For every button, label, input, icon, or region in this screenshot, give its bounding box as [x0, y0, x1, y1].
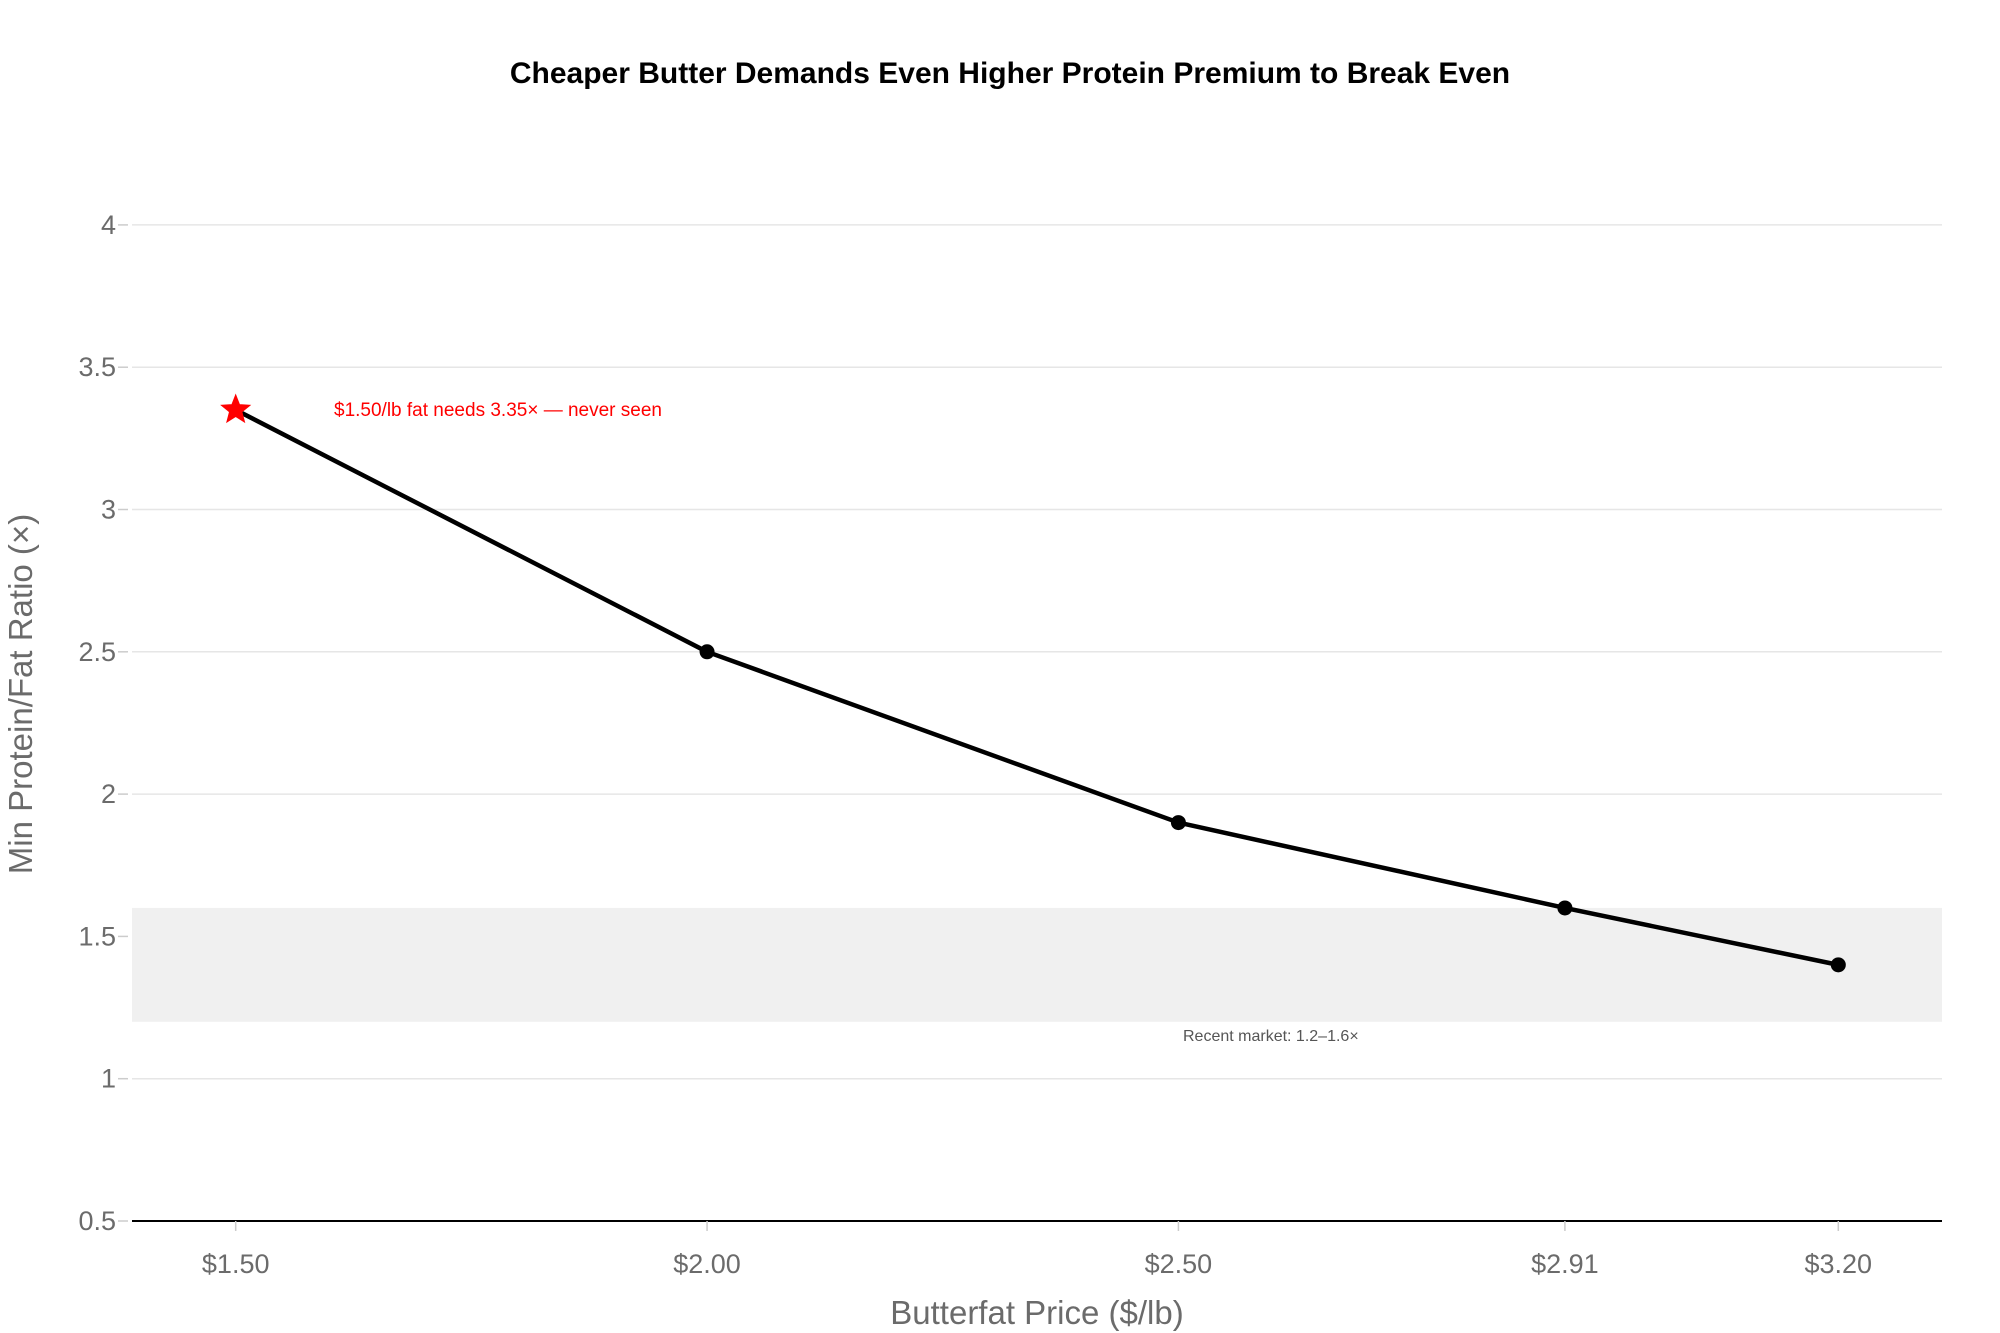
label-layer: Cheaper Butter Demands Even Higher Prote…	[2, 57, 1510, 1331]
y-tick-label: 0.5	[78, 1206, 116, 1236]
star-icon	[220, 393, 252, 424]
y-tick-label: 2.5	[78, 637, 116, 667]
chart-title: Cheaper Butter Demands Even Higher Prote…	[510, 57, 1510, 90]
y-axis-label: Min Protein/Fat Ratio (×)	[2, 514, 39, 874]
series-line	[234, 407, 1839, 968]
series-layer	[220, 393, 1846, 973]
market-band	[132, 907, 1942, 1022]
data-point	[699, 644, 715, 660]
y-tick-label: 3.5	[78, 352, 116, 382]
x-axis-label: Butterfat Price ($/lb)	[890, 1294, 1183, 1331]
y-tick-label: 1.5	[78, 921, 116, 951]
x-tick-label: $1.50	[202, 1249, 270, 1279]
annotation-never-seen: $1.50/lb fat needs 3.35× — never seen	[334, 400, 662, 421]
y-tick-label: 2	[101, 779, 116, 809]
x-tick-label: $2.00	[673, 1249, 741, 1279]
x-tick-label: $2.91	[1531, 1249, 1599, 1279]
y-tick-label: 1	[101, 1064, 116, 1094]
market-band-label: Recent market: 1.2–1.6×	[1183, 1028, 1359, 1045]
x-tick-label: $3.20	[1805, 1249, 1873, 1279]
data-point	[1557, 900, 1573, 916]
data-point	[1830, 957, 1846, 973]
x-tick-label: $2.50	[1145, 1249, 1213, 1279]
y-tick-label: 4	[101, 210, 116, 240]
data-point	[1170, 815, 1186, 831]
market-band-layer	[132, 907, 1942, 1022]
axis-layer: 0.5 1 1.5 2 2.5 3 3.5 4 $1.50 $2.00 $2.50 $2.91 $3.2…	[78, 210, 1942, 1279]
y-tick-label: 3	[101, 495, 116, 525]
